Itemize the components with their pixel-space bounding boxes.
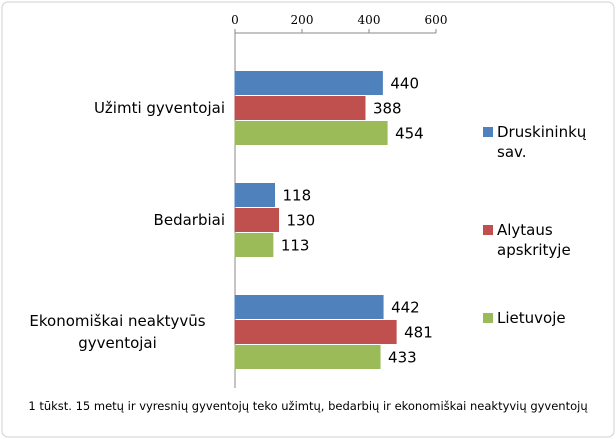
value-label: 433 [388, 349, 417, 367]
x-tick-label: 0 [231, 13, 239, 27]
bar [234, 320, 397, 344]
value-label: 113 [281, 237, 310, 255]
x-tick-label: 400 [358, 13, 381, 27]
value-label: 481 [404, 324, 433, 342]
category-label: Ekonomiškai neaktyvūs gyventojai [29, 312, 206, 352]
bar [234, 233, 274, 257]
legend-swatch [483, 127, 493, 137]
caption: 1 tūkst. 15 metų ir vyresnių gyventojų t… [28, 399, 588, 413]
bar [234, 96, 366, 120]
value-label: 442 [391, 299, 420, 317]
category-label: Užimti gyventojai [93, 99, 225, 117]
legend-label: Alytaus apskrityje [497, 221, 571, 259]
bar [234, 183, 276, 207]
value-label: 130 [287, 212, 316, 230]
value-label: 440 [390, 75, 419, 93]
value-label: 454 [395, 125, 424, 143]
legend-label: Lietuvoje [497, 309, 566, 327]
legend-swatch [483, 225, 493, 235]
bar [234, 71, 383, 95]
x-tick-label: 600 [425, 13, 448, 27]
legend-swatch [483, 313, 493, 323]
value-label: 118 [283, 187, 312, 205]
bar [234, 295, 384, 319]
bar [234, 345, 381, 369]
bar [234, 121, 388, 145]
value-label: 388 [373, 100, 402, 118]
bar [234, 208, 280, 232]
legend-label: Druskininkų sav. [497, 123, 587, 161]
category-label: Bedarbiai [153, 211, 225, 229]
x-tick-label: 200 [291, 13, 314, 27]
